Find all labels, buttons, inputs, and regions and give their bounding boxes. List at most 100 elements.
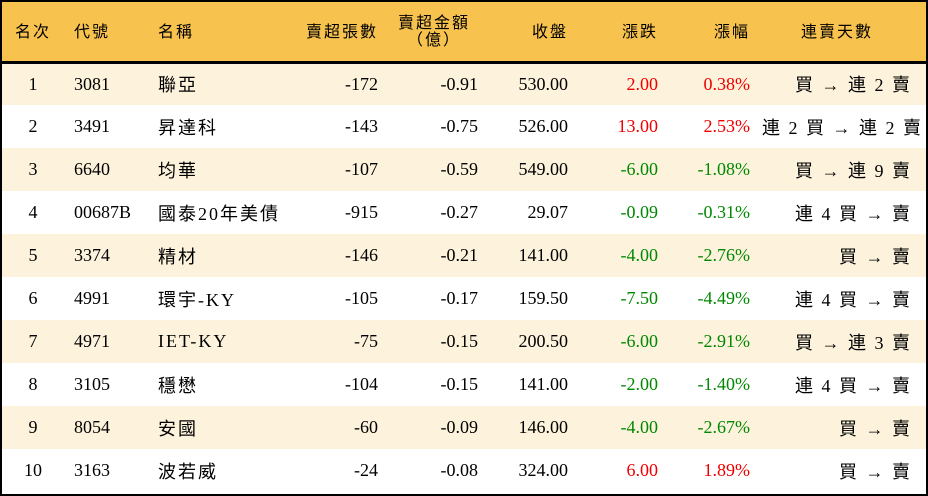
header-net-sell-lots: 賣超張數 [294,2,384,64]
cell-change-pct: 0.38% [703,73,751,94]
cell-close: 526.00 [518,116,569,136]
cell-name: 聯亞 [158,75,198,96]
cell-code: 4971 [74,331,110,351]
cell-rank: 4 [28,202,38,222]
table-row: 6 4991 環宇-KY -105 -0.17 159.50 -7.50 -4.… [2,277,926,320]
cell-net-sell-lots: -915 [345,202,378,222]
header-rank: 名次 [2,2,64,64]
cell-name: 穩懋 [158,375,198,396]
cell-change-pct: -0.31% [697,202,751,222]
cell-streak: 買 → 連 9 賣 [795,160,912,181]
header-net-sell-amount-line1: 賣超金額 [397,13,470,33]
cell-change: -4.00 [620,245,659,265]
cell-change: 2.00 [626,73,659,94]
cell-rank: 5 [28,245,38,265]
cell-change: -2.00 [620,374,659,394]
header-name: 名稱 [144,2,294,64]
cell-streak: 買 → 賣 [839,461,912,482]
cell-code: 8054 [74,417,110,437]
cell-change: 13.00 [617,116,659,136]
cell-streak: 買 → 連 3 賣 [795,332,912,353]
header-change: 漲跌 [574,2,664,64]
cell-change-pct: -1.40% [697,374,751,394]
cell-streak: 連 4 買 → 賣 [795,203,912,224]
cell-net-sell-lots: -75 [354,331,378,351]
cell-close: 530.00 [518,73,569,94]
cell-net-sell-amount: -0.15 [440,331,479,351]
header-streak: 連賣天數 [756,2,926,64]
cell-change-pct: -2.67% [697,417,751,437]
cell-code: 3374 [74,245,110,265]
header-close: 收盤 [484,2,574,64]
table-row: 5 3374 精材 -146 -0.21 141.00 -4.00 -2.76%… [2,234,926,277]
cell-net-sell-amount: -0.15 [440,374,479,394]
cell-code: 3105 [74,374,110,394]
table-row: 10 3163 波若威 -24 -0.08 324.00 6.00 1.89% … [2,449,926,492]
cell-rank: 3 [28,159,38,179]
cell-change: -6.00 [620,159,659,179]
cell-net-sell-amount: -0.75 [440,116,479,136]
cell-change: 6.00 [626,460,659,480]
table-row: 2 3491 昇達科 -143 -0.75 526.00 13.00 2.53%… [2,105,926,148]
cell-net-sell-lots: -107 [345,159,378,179]
cell-streak: 買 → 賣 [839,418,912,439]
table-row: 4 00687B 國泰20年美債 -915 -0.27 29.07 -0.09 … [2,191,926,234]
cell-streak: 連 4 買 → 賣 [795,375,912,396]
table-body: 1 3081 聯亞 -172 -0.91 530.00 2.00 0.38% 買… [2,62,926,492]
table-row: 3 6640 均華 -107 -0.59 549.00 -6.00 -1.08%… [2,148,926,191]
cell-close: 141.00 [518,245,569,265]
cell-name: 昇達科 [158,117,218,138]
cell-net-sell-lots: -143 [345,116,378,136]
cell-rank: 6 [28,288,38,308]
cell-name: 國泰20年美債 [158,203,280,224]
cell-change-pct: 1.89% [703,460,751,480]
cell-streak: 連 2 買 → 連 2 賣 [762,117,923,138]
cell-change-pct: -4.49% [697,288,751,308]
cell-net-sell-amount: -0.59 [440,159,479,179]
cell-change: -6.00 [620,331,659,351]
cell-code: 4991 [74,288,110,308]
cell-rank: 7 [28,331,38,351]
header-net-sell-amount-line2: （億） [406,30,461,50]
cell-net-sell-amount: -0.08 [440,460,479,480]
cell-net-sell-amount: -0.17 [440,288,479,308]
header-code: 代號 [64,2,144,64]
cell-streak: 買 → 連 2 賣 [795,75,912,96]
table-row: 8 3105 穩懋 -104 -0.15 141.00 -2.00 -1.40%… [2,363,926,406]
table-header-row: 名次 代號 名稱 賣超張數 賣超金額 （億） 收盤 漲跌 漲幅 連賣天數 [2,2,926,64]
cell-net-sell-lots: -104 [345,374,378,394]
cell-close: 324.00 [518,460,569,480]
cell-code: 6640 [74,159,110,179]
cell-net-sell-lots: -24 [354,460,378,480]
cell-close: 146.00 [518,417,569,437]
cell-close: 141.00 [518,374,569,394]
cell-rank: 10 [24,460,42,480]
cell-name: 波若威 [158,461,218,482]
cell-close: 200.50 [518,331,569,351]
cell-rank: 1 [28,73,38,94]
cell-net-sell-amount: -0.91 [440,73,479,94]
table-row: 7 4971 IET-KY -75 -0.15 200.50 -6.00 -2.… [2,320,926,363]
cell-rank: 2 [28,116,38,136]
cell-net-sell-lots: -172 [345,73,378,94]
cell-change-pct: -2.76% [697,245,751,265]
cell-rank: 9 [28,417,38,437]
header-net-sell-amount: 賣超金額 （億） [384,2,484,64]
cell-code: 00687B [74,202,132,222]
cell-change-pct: -1.08% [697,159,751,179]
table-row: 9 8054 安國 -60 -0.09 146.00 -4.00 -2.67% … [2,406,926,449]
cell-net-sell-amount: -0.09 [440,417,479,437]
cell-change: -7.50 [620,288,659,308]
cell-net-sell-amount: -0.21 [440,245,479,265]
cell-code: 3081 [74,73,110,94]
cell-close: 29.07 [527,202,569,222]
cell-name: 精材 [158,246,198,267]
cell-change-pct: 2.53% [703,116,751,136]
cell-name: 均華 [158,160,198,181]
cell-change: -4.00 [620,417,659,437]
cell-code: 3163 [74,460,110,480]
cell-close: 159.50 [518,288,569,308]
cell-net-sell-lots: -146 [345,245,378,265]
